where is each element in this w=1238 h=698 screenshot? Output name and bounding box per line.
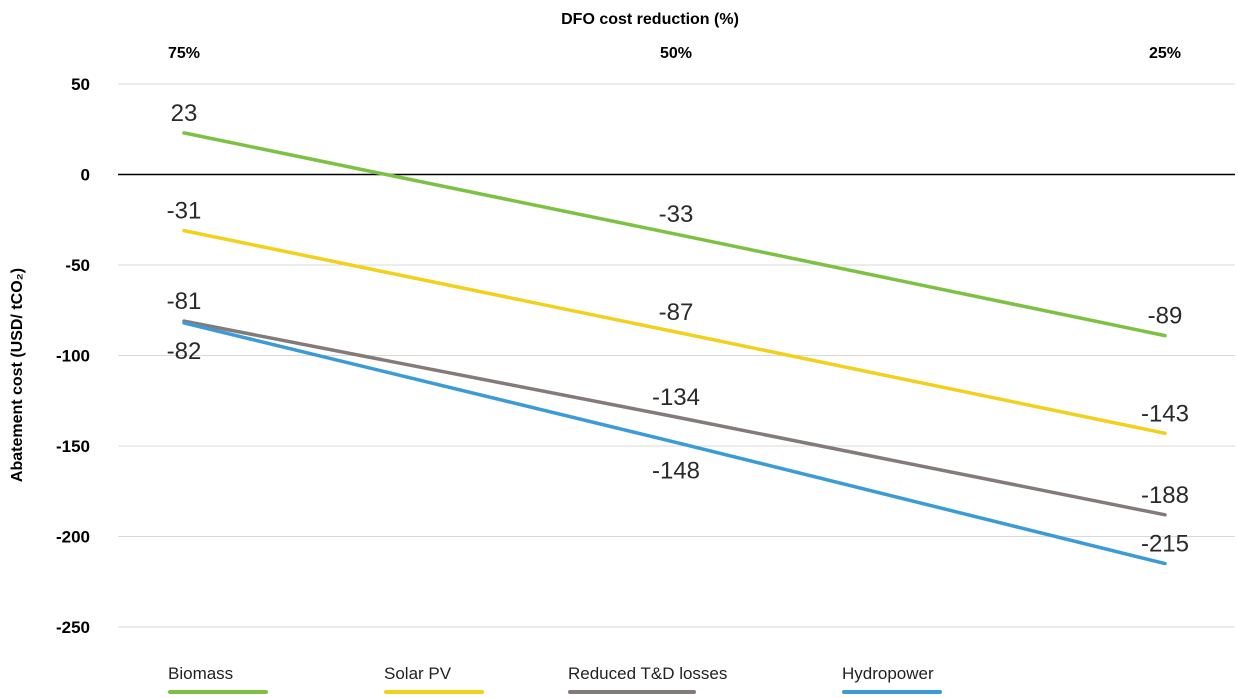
data-label: -81 bbox=[167, 288, 202, 315]
data-label: -215 bbox=[1141, 531, 1189, 558]
data-label: -31 bbox=[167, 198, 202, 225]
y-axis-title: Abatement cost (USD/ tCO₂) bbox=[9, 268, 26, 482]
series-lines bbox=[182, 131, 1167, 566]
data-label: -143 bbox=[1141, 400, 1189, 427]
y-tick-label: -50 bbox=[65, 256, 90, 275]
y-tick-label: 50 bbox=[71, 75, 90, 94]
data-label: 23 bbox=[171, 100, 198, 127]
data-labels: 23 -33 -89 -31 -87 -143 -81 -134 -188 -82 -148 -215 bbox=[167, 100, 1189, 558]
data-label: -87 bbox=[659, 299, 694, 326]
data-label: -148 bbox=[652, 457, 700, 484]
series-line-hydropower bbox=[182, 321, 1167, 566]
y-tick-label: -200 bbox=[56, 528, 90, 547]
data-label: -134 bbox=[652, 384, 700, 411]
series-line-reduced-t-d-losses bbox=[182, 319, 1167, 517]
x-tick-label: 50% bbox=[660, 45, 692, 62]
series-line-biomass bbox=[182, 131, 1167, 338]
x-tick-label: 25% bbox=[1149, 45, 1181, 62]
data-label: -82 bbox=[167, 338, 202, 365]
gridlines bbox=[118, 83, 1235, 628]
series-line-solar-pv bbox=[182, 228, 1167, 436]
data-label: -188 bbox=[1141, 482, 1189, 509]
y-axis-ticks: 50 0 -50 -100 -150 -200 -250 bbox=[56, 75, 90, 637]
x-axis-ticks: 75% 50% 25% bbox=[168, 45, 1181, 62]
y-tick-label: 0 bbox=[81, 166, 90, 185]
y-tick-label: -250 bbox=[56, 618, 90, 637]
x-tick-label: 75% bbox=[168, 45, 200, 62]
y-tick-label: -100 bbox=[56, 347, 90, 366]
data-label: -33 bbox=[659, 201, 694, 228]
x-axis-title: DFO cost reduction (%) bbox=[561, 11, 739, 28]
data-label: -89 bbox=[1148, 303, 1183, 330]
y-tick-label: -150 bbox=[56, 437, 90, 456]
